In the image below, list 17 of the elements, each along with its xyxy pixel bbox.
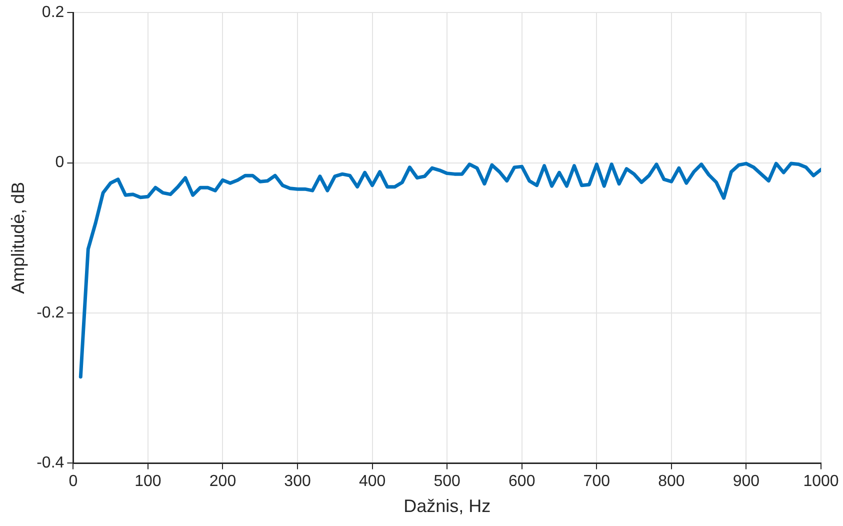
x-tick-label: 200: [209, 473, 236, 490]
x-axis-title: Dažnis, Hz: [404, 496, 491, 516]
x-tick-label: 400: [358, 473, 386, 490]
x-tick-label: 100: [134, 473, 162, 490]
y-tick-label: 0: [55, 154, 64, 172]
x-tick-label: 600: [508, 473, 536, 490]
x-tick-label: 800: [658, 473, 685, 490]
y-tick-label: -0.2: [36, 304, 64, 322]
x-tick-label: 1000: [803, 473, 839, 490]
x-tick-label: 0: [68, 473, 78, 490]
y-axis-title: Amplitudė, dB: [8, 182, 28, 294]
y-tick-label: -0.4: [36, 454, 64, 472]
x-tick-label: 300: [284, 473, 311, 490]
y-tick-label: 0.2: [42, 4, 64, 22]
x-tick-label: 900: [732, 473, 760, 490]
x-tick-label: 700: [583, 473, 610, 490]
x-tick-label: 500: [434, 473, 461, 490]
